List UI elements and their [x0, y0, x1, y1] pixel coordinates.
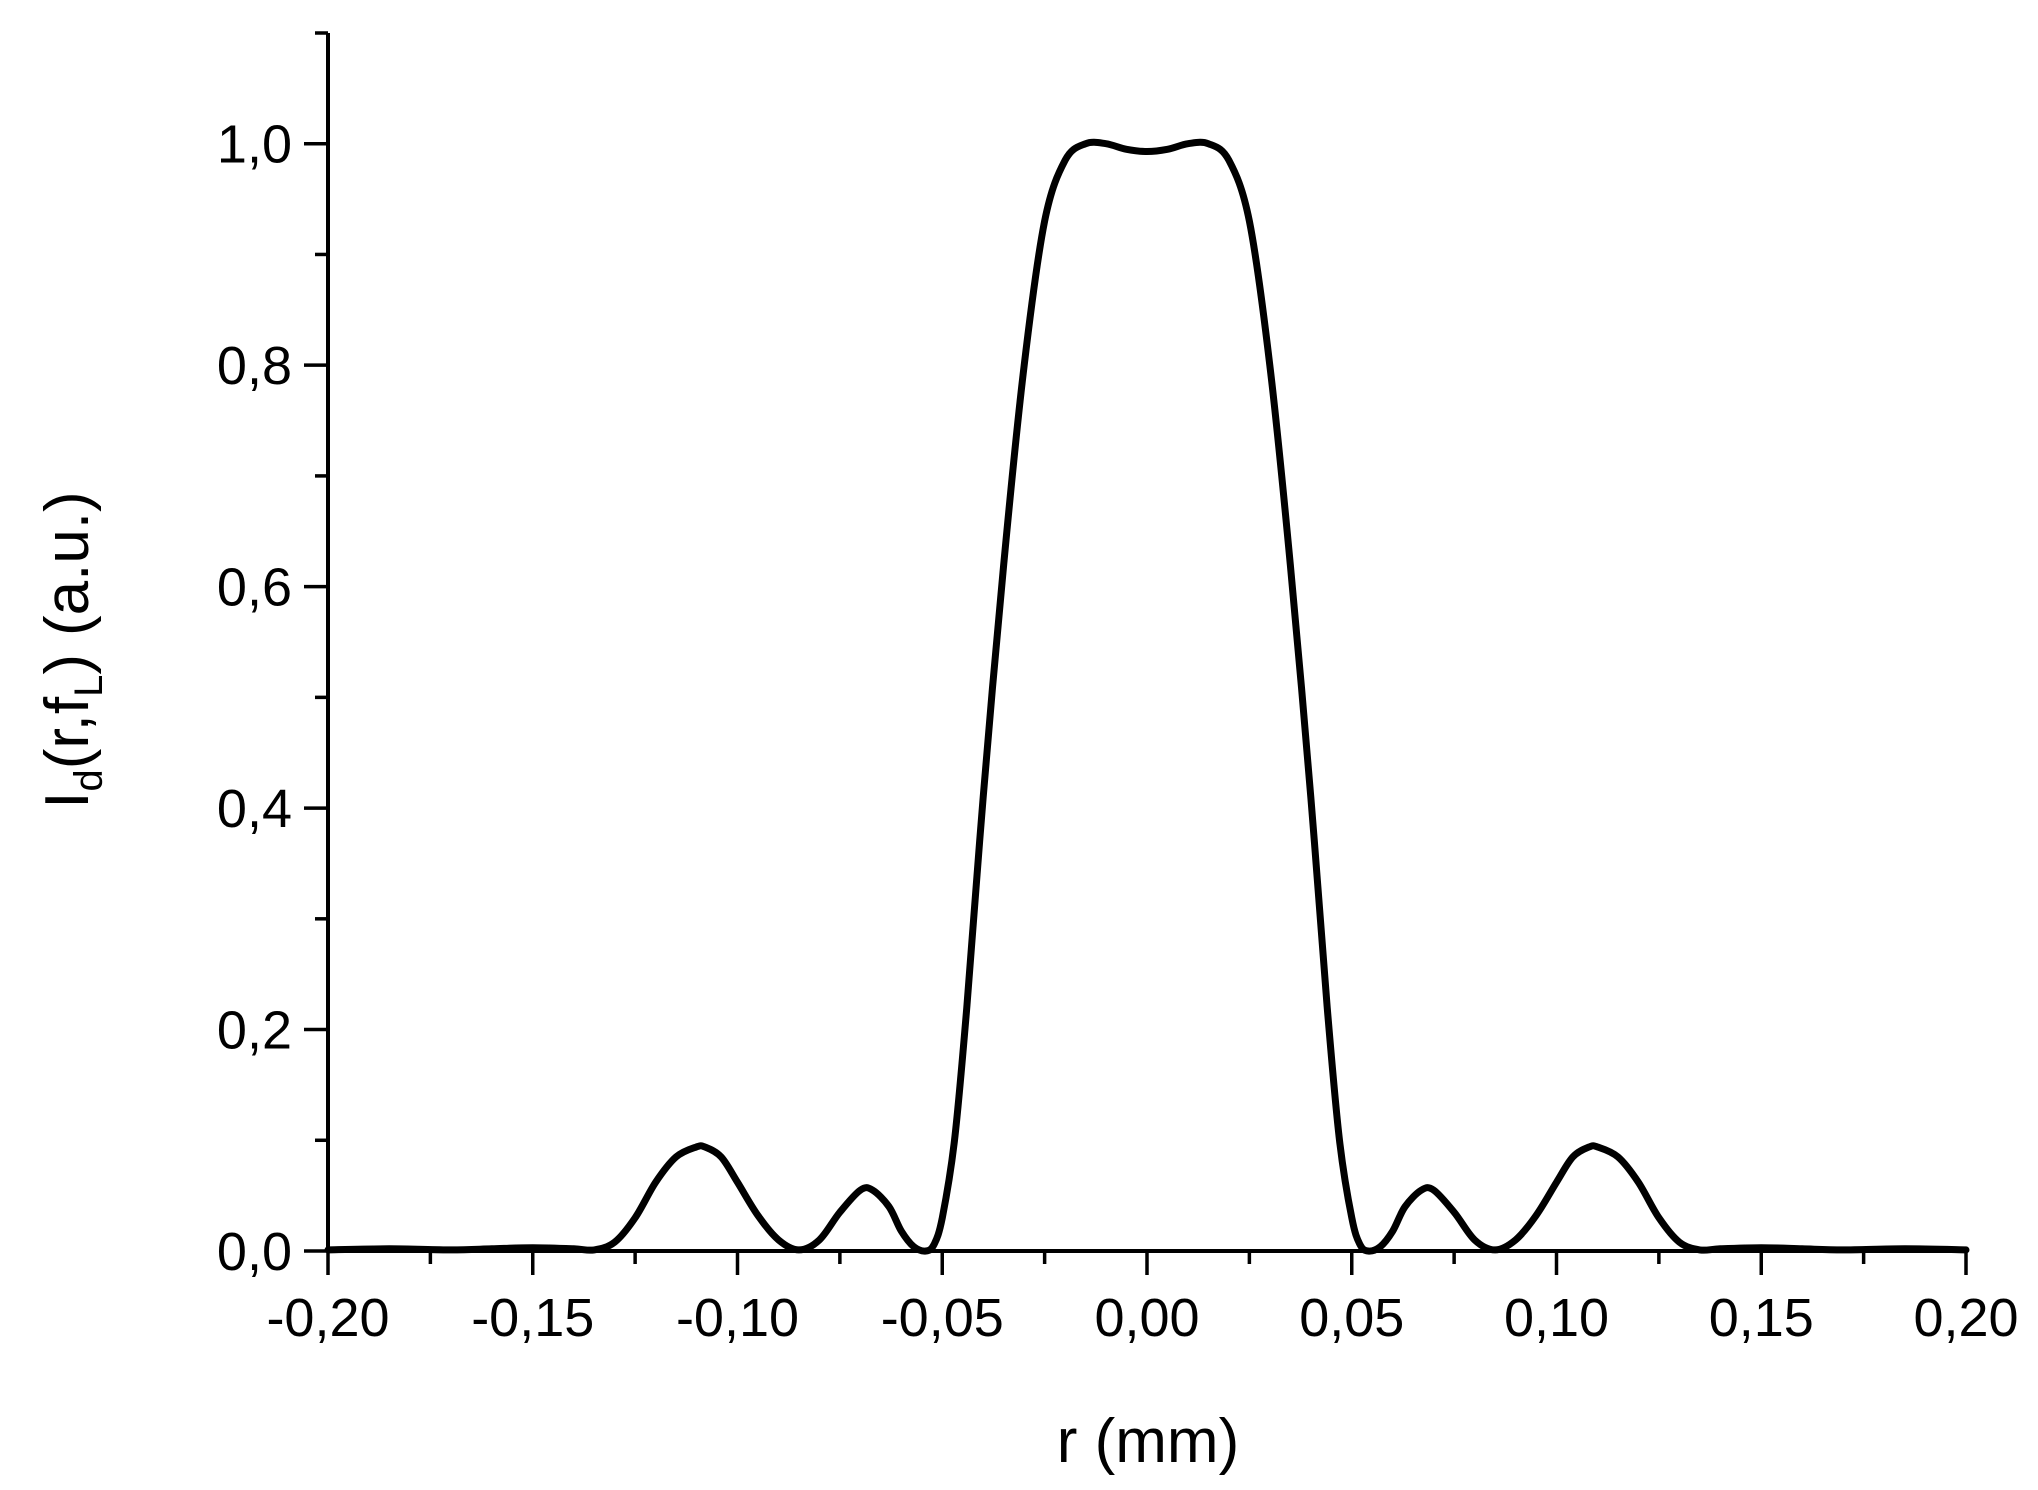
x-tick-label: 0,15: [1709, 1288, 1814, 1348]
x-tick-label: -0,10: [676, 1288, 799, 1348]
y-tick-label: 0,4: [217, 779, 292, 839]
y-axis-title-args-subscript: L: [67, 675, 111, 697]
x-axis-ticks: [326, 1251, 1968, 1275]
y-tick-label: 0,2: [217, 1001, 292, 1061]
x-tick-label: 0,05: [1299, 1288, 1404, 1348]
x-axis-tick-labels: -0,20 -0,15 -0,10 -0,05 0,00 0,05 0,10 0,15 0,20: [266, 1288, 2018, 1348]
x-tick-label: 0,20: [1913, 1288, 2018, 1348]
x-tick-label: 0,10: [1504, 1288, 1609, 1348]
x-tick-label: 0,00: [1094, 1288, 1199, 1348]
y-axis-title-base-subscript: d: [67, 769, 111, 791]
y-axis-title-args-close: ): [33, 654, 102, 675]
x-tick-label: -0,05: [881, 1288, 1004, 1348]
y-axis-title-units: (a.u.): [33, 491, 102, 636]
x-tick-label: -0,20: [266, 1288, 389, 1348]
y-axis-title: Id(r,fL) (a.u.): [33, 491, 111, 808]
y-axis-tick-labels: 0,0 0,2 0,4 0,6 0,8 1,0: [217, 115, 292, 1282]
intensity-curve: [324, 138, 1970, 1255]
y-tick-label: 0,8: [217, 336, 292, 396]
y-tick-label: 0,0: [217, 1222, 292, 1282]
y-axis-ticks: [304, 31, 328, 1253]
x-tick-label: -0,15: [471, 1288, 594, 1348]
y-tick-label: 0,6: [217, 558, 292, 618]
y-axis-title-base: I: [33, 791, 102, 808]
axes: [326, 33, 1966, 1253]
x-axis-title: r (mm): [1057, 1407, 1239, 1476]
y-tick-label: 1,0: [217, 115, 292, 175]
y-axis-title-args-open: (r,f: [33, 696, 102, 769]
